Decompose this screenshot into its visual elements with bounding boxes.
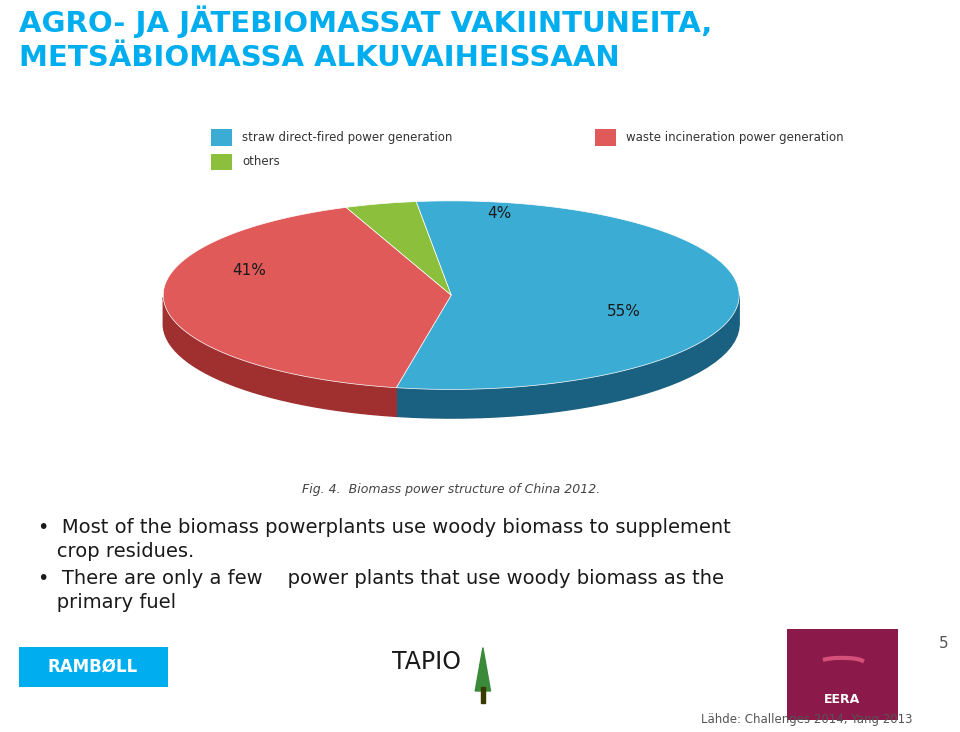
Text: 55%: 55% bbox=[607, 304, 641, 319]
Text: straw direct-fired power generation: straw direct-fired power generation bbox=[242, 131, 452, 143]
Text: 41%: 41% bbox=[232, 263, 267, 278]
Polygon shape bbox=[475, 648, 491, 691]
FancyBboxPatch shape bbox=[19, 646, 168, 687]
Text: •  Most of the biomass powerplants use woody biomass to supplement
   crop resid: • Most of the biomass powerplants use wo… bbox=[37, 518, 731, 561]
Polygon shape bbox=[481, 687, 485, 703]
Text: •  There are only a few    power plants that use woody biomass as the
   primary: • There are only a few power plants that… bbox=[37, 569, 724, 612]
Text: 4%: 4% bbox=[487, 206, 512, 220]
FancyBboxPatch shape bbox=[787, 629, 898, 720]
Text: 5: 5 bbox=[939, 636, 948, 651]
Polygon shape bbox=[163, 207, 451, 388]
Text: Lähde: Challenges 2014, Yang 2013: Lähde: Challenges 2014, Yang 2013 bbox=[701, 713, 912, 726]
Polygon shape bbox=[396, 201, 739, 389]
FancyBboxPatch shape bbox=[211, 129, 232, 146]
Text: RAMBØLL: RAMBØLL bbox=[48, 658, 138, 676]
Text: waste incineration power generation: waste incineration power generation bbox=[626, 131, 844, 143]
FancyBboxPatch shape bbox=[595, 129, 616, 146]
Polygon shape bbox=[163, 297, 396, 417]
Polygon shape bbox=[396, 295, 451, 417]
Polygon shape bbox=[347, 201, 451, 295]
Text: TAPIO: TAPIO bbox=[392, 650, 461, 673]
FancyBboxPatch shape bbox=[211, 154, 232, 170]
Text: others: others bbox=[242, 155, 279, 168]
Polygon shape bbox=[396, 295, 451, 417]
Text: AGRO- JA JÄTEBIOMASSAT VAKIINTUNEITA,
METSÄBIOMASSA ALKUVAIHEISSAAN: AGRO- JA JÄTEBIOMASSAT VAKIINTUNEITA, ME… bbox=[19, 6, 712, 72]
Text: EERA: EERA bbox=[824, 692, 860, 706]
Polygon shape bbox=[396, 296, 739, 418]
Text: Fig. 4.  Biomass power structure of China 2012.: Fig. 4. Biomass power structure of China… bbox=[302, 483, 600, 496]
